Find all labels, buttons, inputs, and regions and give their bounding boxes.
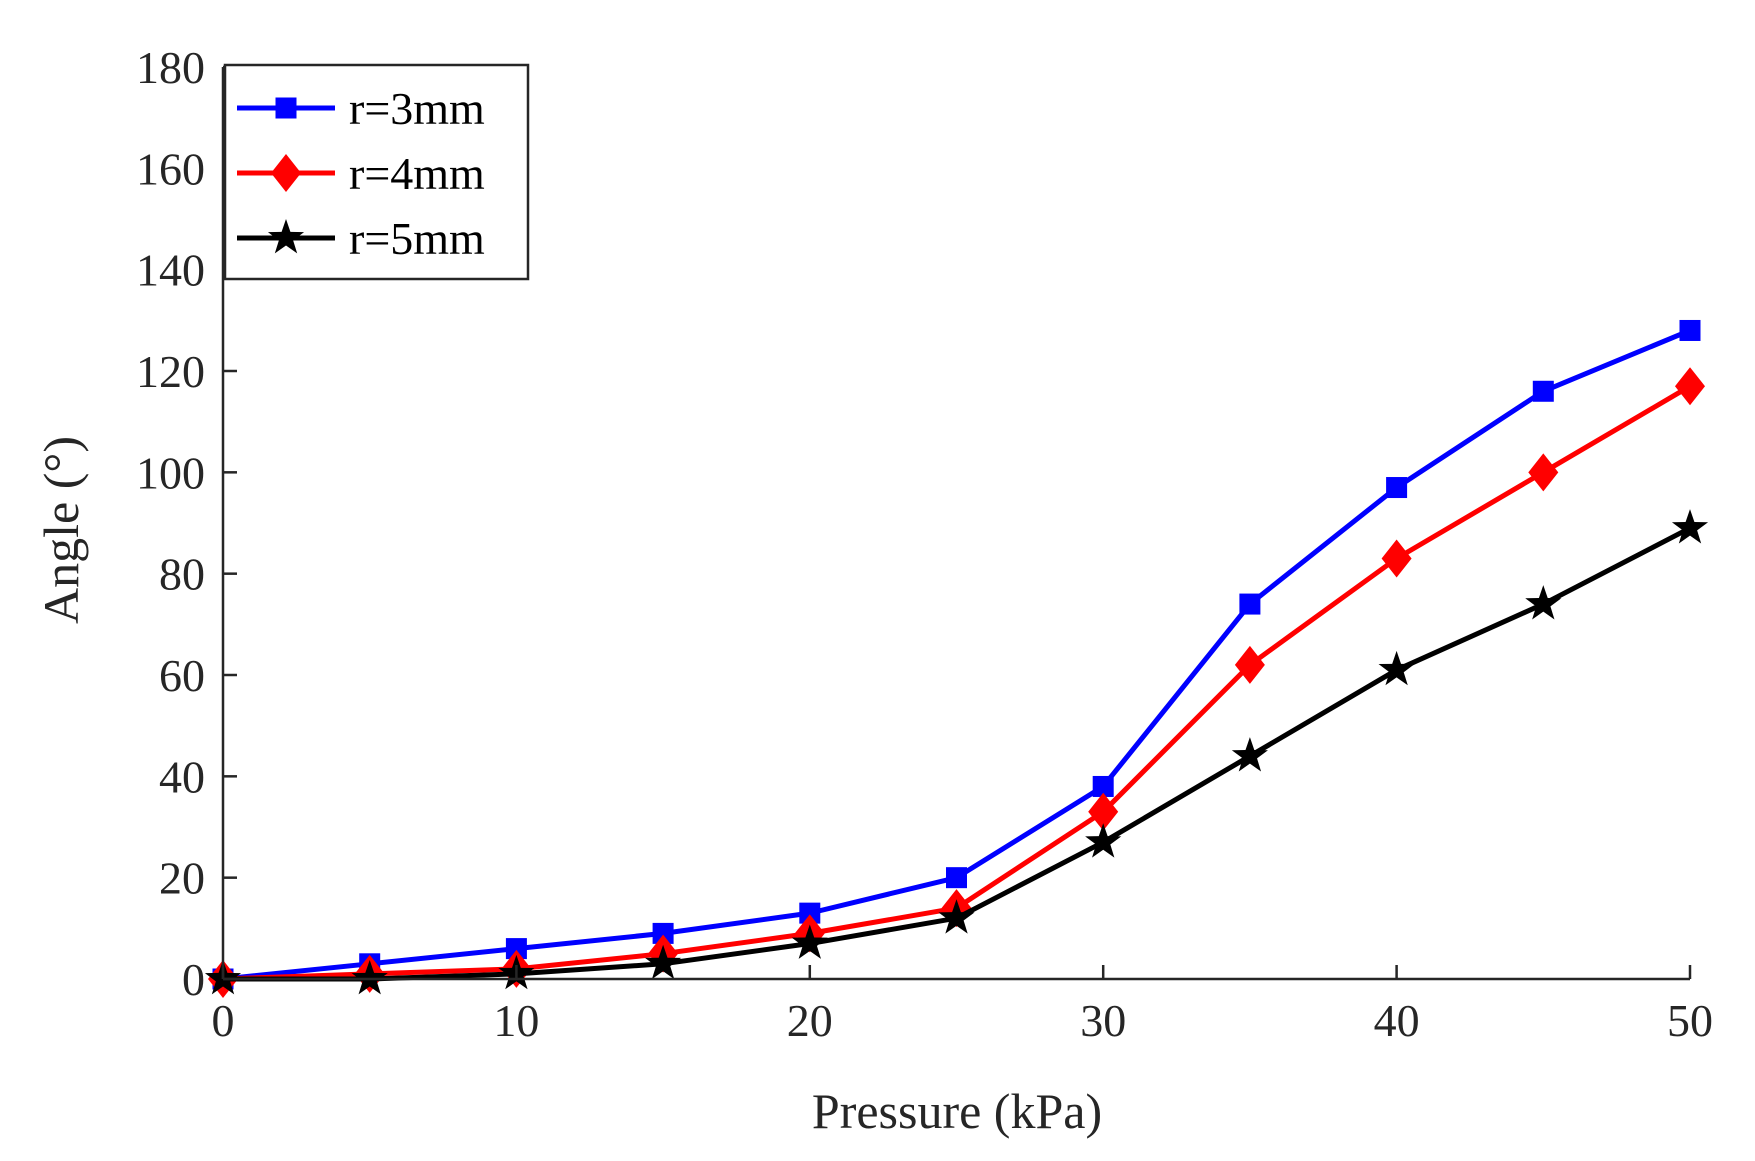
data-point [938, 899, 975, 934]
data-point [1234, 645, 1265, 684]
x-tick-label: 20 [787, 995, 833, 1046]
data-point [1675, 367, 1705, 406]
data-point [1528, 453, 1559, 492]
data-point [1525, 585, 1562, 620]
series-layer [204, 319, 1709, 998]
x-tick-label: 30 [1080, 995, 1126, 1046]
data-point [1378, 650, 1415, 686]
data-point [1088, 792, 1119, 831]
y-tick-label: 20 [159, 853, 205, 904]
data-point [1671, 509, 1709, 544]
y-tick-label: 60 [159, 650, 205, 701]
y-tick-label: 140 [136, 245, 205, 296]
data-point [505, 938, 527, 960]
legend-entry: r=4mm [237, 148, 485, 199]
y-tick-label: 120 [136, 346, 205, 397]
data-point [1092, 775, 1114, 797]
data-point [1085, 823, 1122, 858]
axes-layer: 0 20 40 60 80 100 120 140 160 180 0 10 20 30 40 50 [136, 42, 1713, 1046]
x-tick-label: 40 [1374, 995, 1420, 1046]
legend-label: r=5mm [349, 213, 485, 264]
data-point [799, 902, 821, 924]
x-tick-label: 10 [493, 995, 539, 1046]
y-tick-label: 100 [136, 447, 205, 498]
legend-entry: r=3mm [237, 83, 485, 134]
y-tick-label: 80 [159, 549, 205, 600]
data-point [645, 944, 682, 980]
data-point [1231, 737, 1268, 772]
data-point [1386, 477, 1408, 499]
x-axis-title: Pressure (kPa) [812, 1083, 1102, 1139]
legend: r=3mm r=4mm r=5mm [223, 63, 530, 281]
y-tick-label: 180 [136, 42, 205, 93]
y-tick-label: 160 [136, 143, 205, 194]
x-tick-label: 50 [1667, 995, 1713, 1046]
legend-entry: r=5mm [237, 213, 485, 264]
data-point [1239, 593, 1261, 615]
x-tick-label: 0 [212, 995, 235, 1046]
legend-label: r=4mm [349, 148, 485, 199]
data-point [652, 922, 674, 944]
data-point [1679, 319, 1701, 341]
legend-marker [275, 97, 297, 119]
legend-marker [267, 219, 305, 254]
legend-marker [271, 154, 301, 192]
data-point [1532, 380, 1554, 402]
y-tick-label: 40 [159, 751, 205, 802]
y-axis-title: Angle (°) [33, 436, 89, 624]
y-tick-label: 0 [182, 954, 205, 1005]
data-point [791, 924, 828, 959]
data-point [1381, 539, 1412, 578]
data-point [946, 867, 967, 889]
legend-label: r=3mm [349, 83, 485, 134]
data-point [351, 960, 388, 995]
